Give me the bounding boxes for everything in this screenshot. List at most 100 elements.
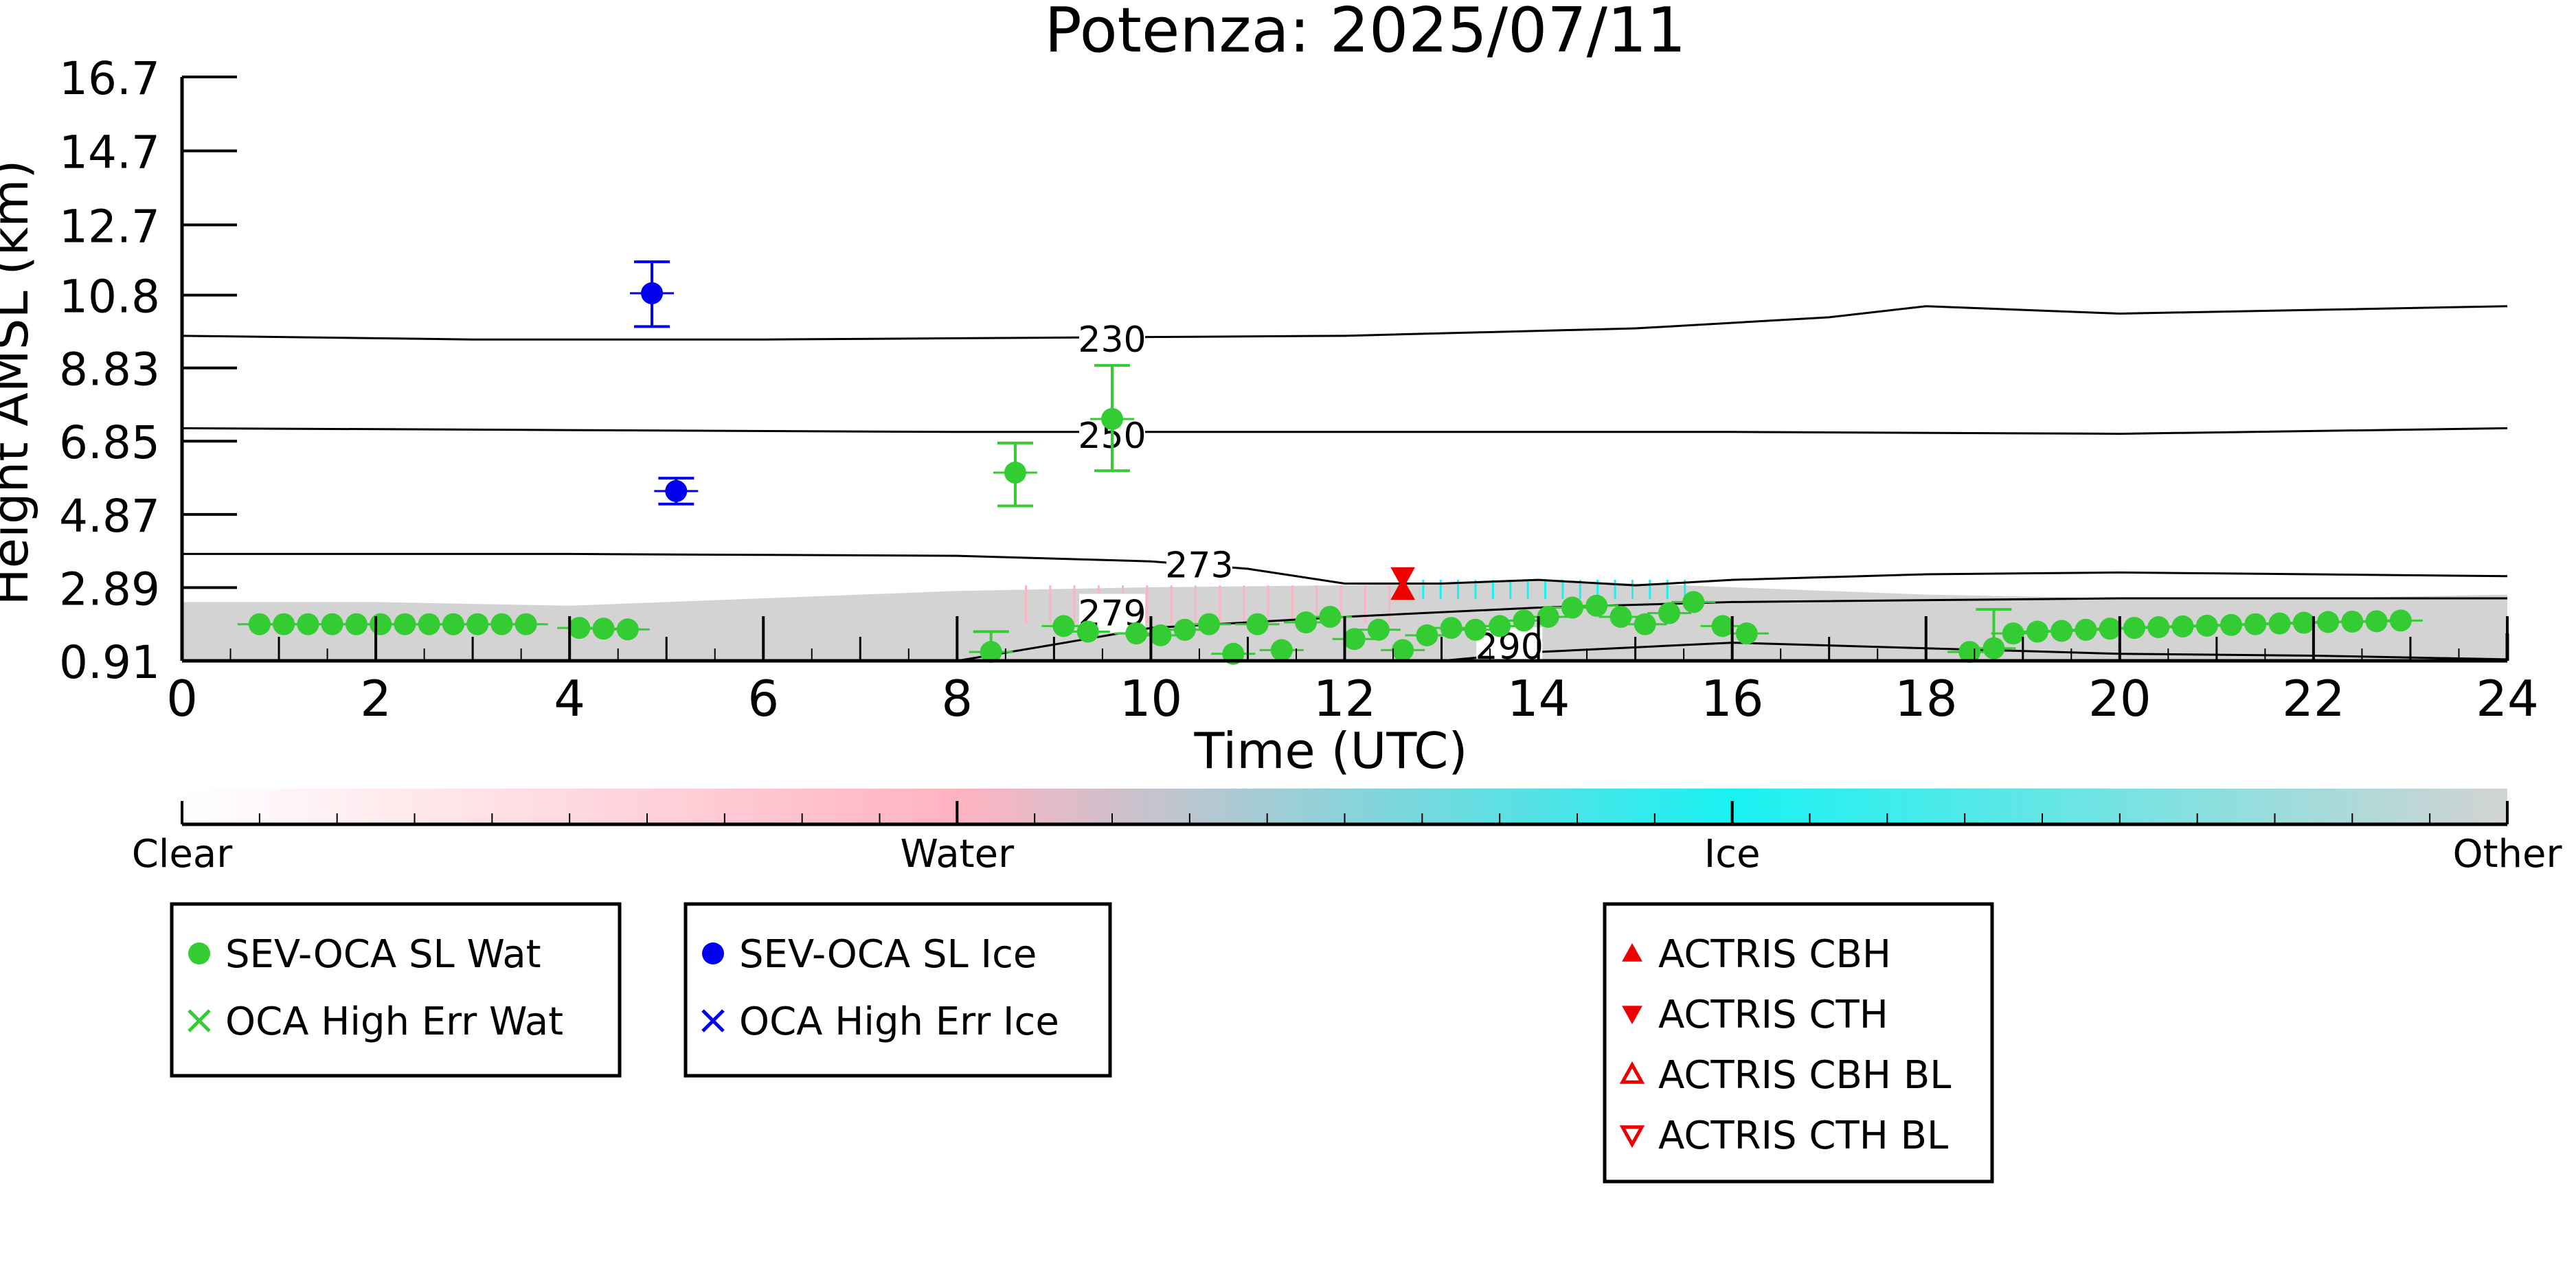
legend-label: ACTRIS CTH — [1658, 993, 1888, 1037]
data-point — [2171, 615, 2194, 637]
water-streak — [1073, 585, 1076, 624]
data-point — [2123, 617, 2145, 640]
data-point — [1392, 639, 1414, 662]
x-tick-label: 0 — [166, 670, 198, 727]
water-streak — [1170, 585, 1173, 624]
data-point — [2341, 610, 2364, 633]
data-point — [466, 613, 489, 635]
legend-marker — [1619, 1061, 1645, 1084]
x-tick-label: 14 — [1507, 670, 1570, 727]
legend-marker — [188, 1009, 211, 1032]
x-tick-label: 22 — [2282, 670, 2345, 727]
colorbar-label-ice: Ice — [1704, 832, 1761, 877]
data-point — [1513, 609, 1535, 632]
contour-label-273: 273 — [1165, 545, 1233, 587]
data-point — [1489, 615, 1511, 637]
ice-streak — [1631, 580, 1634, 600]
legend-marker — [1622, 942, 1642, 962]
data-point — [2147, 616, 2170, 639]
y-tick-label: 12.7 — [59, 200, 160, 253]
contour-label-bg — [1079, 320, 1145, 359]
data-point — [1440, 617, 1462, 640]
contour-273 — [182, 552, 2507, 587]
ice-streak — [1526, 580, 1529, 600]
data-point — [321, 613, 343, 635]
data-point — [1173, 618, 1196, 641]
water-streak — [1049, 585, 1052, 624]
legend-marker — [701, 1009, 725, 1032]
data-point — [248, 613, 271, 635]
chart-title: Potenza: 2025/07/11 — [1045, 0, 1686, 67]
x-tick-label: 4 — [554, 670, 585, 727]
ice-streak — [1596, 580, 1599, 600]
water-streak — [1291, 585, 1293, 624]
data-point — [1585, 594, 1608, 617]
data-point — [1537, 605, 1559, 628]
data-point — [592, 618, 615, 640]
water-streak — [1219, 585, 1221, 624]
legend-label: SEV-OCA SL Wat — [225, 932, 541, 977]
data-point — [1464, 618, 1487, 641]
data-point — [2317, 611, 2340, 633]
data-point — [1004, 461, 1026, 484]
x-tick-label: 20 — [2088, 670, 2151, 727]
data-point — [2268, 612, 2291, 635]
water-streak — [1146, 585, 1149, 624]
y-axis-label: Height AMSL (km) — [0, 160, 39, 606]
data-point — [1052, 615, 1075, 637]
colorbar-label-clear: Clear — [132, 832, 233, 877]
data-point — [2389, 609, 2412, 632]
data-point — [418, 613, 440, 635]
ice-streak — [1457, 580, 1460, 600]
data-point — [442, 613, 464, 635]
contour-279 — [957, 597, 2507, 661]
data-point — [1416, 624, 1438, 646]
data-point — [616, 618, 639, 641]
ice-streak — [1561, 580, 1564, 600]
water-streak — [1364, 585, 1366, 624]
data-point — [665, 479, 688, 502]
ice-streak — [1649, 580, 1651, 600]
y-tick-label: 14.7 — [59, 126, 160, 179]
data-point — [1076, 620, 1099, 643]
legend-marker — [188, 942, 210, 964]
legend-label: OCA High Err Ice — [739, 999, 1059, 1044]
y-tick-label: 4.87 — [59, 490, 160, 543]
legend-label: SEV-OCA SL Ice — [739, 932, 1037, 977]
water-streak — [1194, 585, 1197, 624]
data-point — [1711, 615, 1734, 637]
water-streak — [1315, 585, 1318, 624]
legend-label: ACTRIS CTH BL — [1658, 1114, 1948, 1158]
water-streak — [1025, 585, 1028, 624]
x-tick-label: 24 — [2476, 670, 2539, 727]
data-point — [394, 613, 416, 635]
ice-streak — [1614, 580, 1616, 600]
data-point — [515, 613, 537, 635]
x-tick-label: 18 — [1895, 670, 1958, 727]
data-point — [2002, 622, 2024, 645]
data-point — [1270, 639, 1293, 662]
data-point — [1634, 613, 1656, 635]
data-point — [1367, 618, 1390, 641]
ice-streak — [1422, 580, 1425, 600]
legend-frame — [1603, 902, 1994, 1184]
data-point — [2244, 613, 2267, 635]
legend-box-2: SEV-OCA SL Ice OCA High Err Ice — [683, 902, 1112, 1078]
data-point — [273, 613, 295, 635]
data-point — [1609, 605, 1632, 628]
contour-label-bg — [1166, 545, 1232, 585]
data-point — [370, 613, 392, 635]
legend-label: ACTRIS CBH — [1658, 932, 1891, 977]
legend-box-3: ACTRIS CBH ACTRIS CTH ACTRIS CBH BL ACTRIS … — [1603, 902, 1994, 1184]
ice-streak — [1579, 580, 1581, 600]
data-point — [1101, 407, 1123, 430]
data-point — [1343, 628, 1366, 651]
ice-streak — [1666, 580, 1669, 600]
data-point — [1125, 622, 1148, 645]
water-streak — [1243, 585, 1245, 624]
colorbar-label-water: Water — [901, 832, 1015, 877]
data-point — [1658, 602, 1680, 624]
legend-frame — [170, 902, 622, 1078]
